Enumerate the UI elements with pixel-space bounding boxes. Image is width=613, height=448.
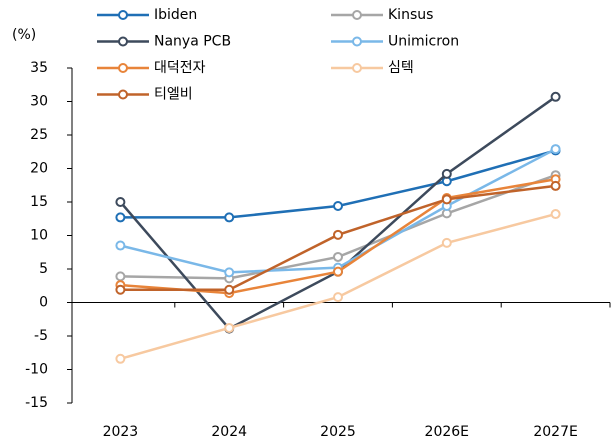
legend-label: Unimicron: [388, 34, 459, 50]
x-tick-label: 2025: [320, 424, 356, 440]
legend-label: Nanya PCB: [154, 34, 231, 50]
data-point: [224, 212, 235, 223]
legend-marker: [118, 36, 128, 47]
data-point: [441, 168, 452, 179]
data-point: [115, 197, 126, 207]
legend-label: Ibiden: [154, 7, 197, 23]
x-tick-label: 2027E: [533, 424, 577, 440]
data-point: [550, 209, 561, 220]
y-tick-label: -5: [34, 328, 48, 344]
x-tick-label: 2024: [211, 424, 247, 440]
y-tick-label: -15: [25, 395, 48, 411]
data-point: [441, 194, 452, 205]
data-point: [333, 229, 343, 240]
data-point: [115, 284, 126, 295]
y-tick-label: 10: [30, 228, 48, 244]
y-tick-label: 30: [30, 94, 48, 110]
y-tick-label: 5: [39, 261, 48, 277]
legend-label: 심텍: [388, 60, 414, 76]
y-tick-label: 25: [30, 127, 48, 143]
y-tick-label: -10: [25, 362, 48, 378]
legend-label: 티엘비: [154, 87, 193, 103]
legend-marker: [118, 10, 128, 20]
x-tick-label: 2026E: [425, 424, 469, 440]
y-tick-label: 35: [30, 60, 48, 76]
data-point: [441, 237, 452, 248]
y-axis-label: (%): [12, 27, 36, 43]
data-point: [550, 144, 561, 155]
data-point: [224, 322, 235, 333]
data-point: [224, 284, 235, 295]
y-tick-label: 0: [39, 295, 48, 311]
legend-label: 대덕전자: [154, 60, 206, 76]
data-point: [333, 292, 343, 303]
legend-marker: [352, 36, 362, 47]
legend-marker: [118, 63, 128, 73]
data-point: [550, 91, 561, 102]
legend-marker: [352, 63, 362, 73]
data-point: [333, 266, 343, 277]
data-point: [333, 251, 343, 262]
data-point: [115, 353, 126, 364]
data-point: [333, 201, 343, 212]
x-tick-label: 2023: [103, 424, 139, 440]
y-tick-label: 15: [30, 194, 48, 210]
legend-marker: [118, 89, 128, 100]
data-point: [550, 180, 561, 191]
y-tick-label: 20: [30, 161, 48, 177]
data-point: [115, 271, 126, 282]
legend-label: Kinsus: [388, 7, 433, 23]
data-point: [115, 212, 126, 223]
legend-marker: [352, 10, 362, 20]
data-point: [115, 240, 126, 251]
data-point: [224, 267, 235, 278]
